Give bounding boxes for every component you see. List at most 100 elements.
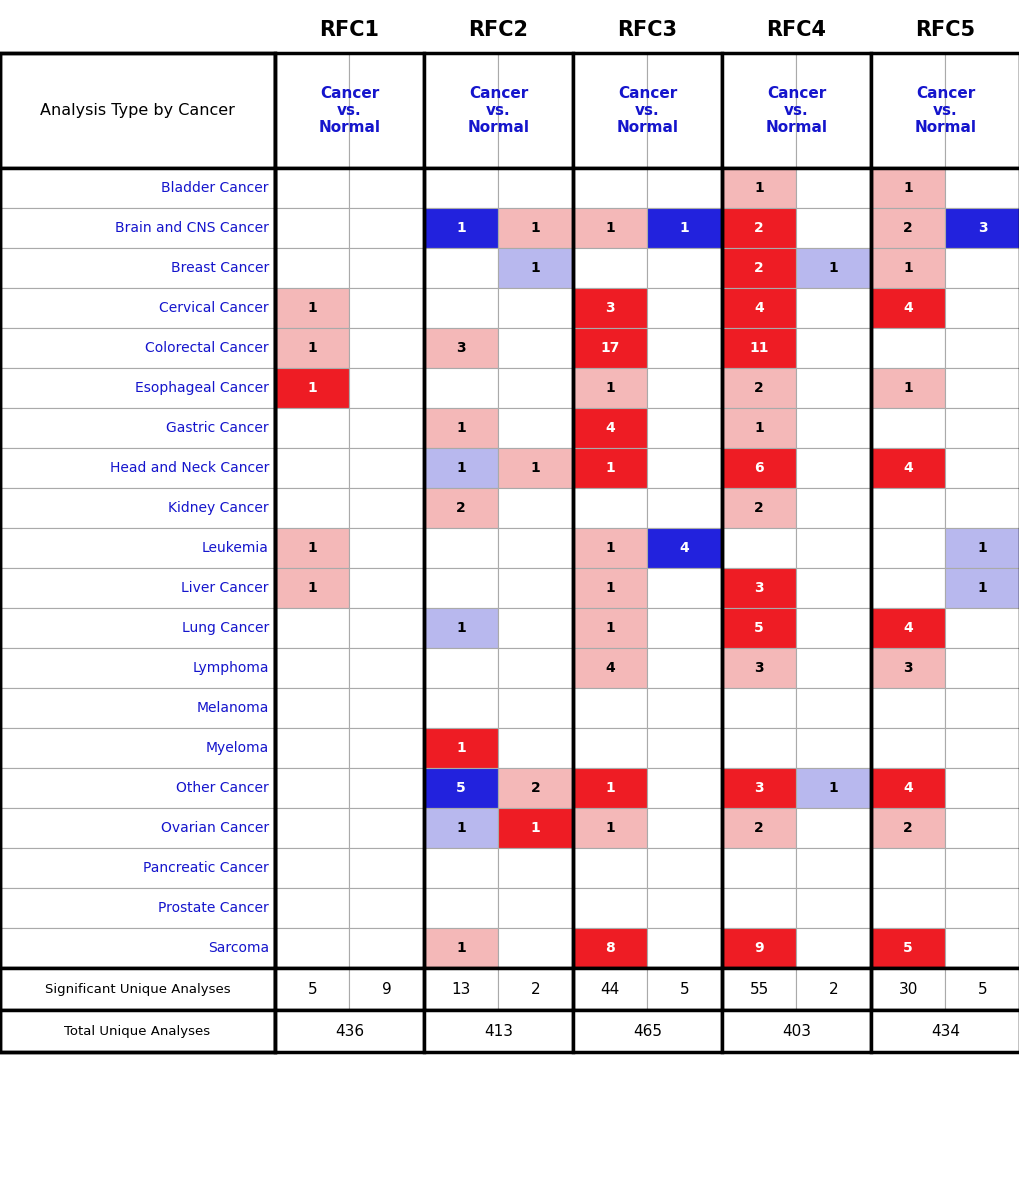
Bar: [945, 968, 1019, 1009]
Bar: [796, 928, 870, 968]
Bar: [350, 53, 424, 167]
Bar: [870, 808, 945, 848]
Text: 2: 2: [828, 982, 838, 996]
Bar: [424, 527, 498, 568]
Bar: [573, 887, 647, 928]
Bar: [573, 53, 647, 167]
Bar: [945, 568, 1019, 608]
Bar: [573, 968, 647, 1009]
Bar: [721, 488, 796, 527]
Bar: [796, 288, 870, 328]
Bar: [796, 408, 870, 448]
Bar: [275, 728, 350, 768]
Bar: [573, 368, 647, 408]
Bar: [945, 688, 1019, 728]
Bar: [498, 328, 573, 368]
Text: 5: 5: [903, 941, 912, 954]
Bar: [721, 968, 796, 1009]
Bar: [424, 448, 498, 488]
Text: 1: 1: [605, 781, 614, 795]
Bar: [796, 768, 870, 808]
Bar: [945, 448, 1019, 488]
Bar: [275, 408, 350, 448]
Text: RFC1: RFC1: [319, 20, 379, 41]
Bar: [796, 248, 870, 288]
Text: Sarcoma: Sarcoma: [208, 941, 269, 954]
Bar: [275, 53, 424, 167]
Bar: [573, 488, 647, 527]
Bar: [870, 527, 945, 568]
Bar: [870, 368, 945, 408]
Text: Lung Cancer: Lung Cancer: [181, 621, 269, 635]
Text: 2: 2: [455, 501, 466, 515]
Bar: [275, 808, 350, 848]
Bar: [721, 1009, 870, 1052]
Bar: [350, 488, 424, 527]
Bar: [350, 448, 424, 488]
Bar: [647, 768, 721, 808]
Bar: [498, 568, 573, 608]
Bar: [0, 167, 275, 968]
Bar: [0, 248, 275, 288]
Bar: [573, 608, 647, 648]
Bar: [350, 968, 424, 1009]
Bar: [424, 608, 498, 648]
Bar: [945, 53, 1019, 167]
Bar: [647, 887, 721, 928]
Bar: [945, 808, 1019, 848]
Text: 9: 9: [381, 982, 391, 996]
Bar: [647, 928, 721, 968]
Text: 436: 436: [334, 1024, 364, 1038]
Text: 4: 4: [680, 541, 689, 555]
Bar: [498, 448, 573, 488]
Bar: [350, 527, 424, 568]
Text: 4: 4: [903, 621, 912, 635]
Bar: [275, 887, 350, 928]
Bar: [945, 768, 1019, 808]
Bar: [721, 527, 796, 568]
Bar: [573, 768, 647, 808]
Bar: [721, 887, 796, 928]
Bar: [275, 768, 350, 808]
Bar: [945, 328, 1019, 368]
Bar: [350, 887, 424, 928]
Text: Breast Cancer: Breast Cancer: [170, 261, 269, 275]
Bar: [350, 648, 424, 688]
Bar: [498, 887, 573, 928]
Bar: [870, 968, 945, 1009]
Bar: [0, 408, 275, 448]
Text: 4: 4: [903, 460, 912, 475]
Bar: [424, 568, 498, 608]
Bar: [796, 848, 870, 887]
Bar: [573, 248, 647, 288]
Bar: [275, 53, 350, 167]
Text: 1: 1: [828, 261, 838, 275]
Bar: [498, 728, 573, 768]
Bar: [870, 928, 945, 968]
Text: 6: 6: [754, 460, 763, 475]
Bar: [350, 408, 424, 448]
Text: 1: 1: [530, 221, 540, 234]
Bar: [275, 968, 424, 1009]
Bar: [945, 368, 1019, 408]
Bar: [945, 887, 1019, 928]
Bar: [796, 328, 870, 368]
Text: Ovarian Cancer: Ovarian Cancer: [161, 820, 269, 835]
Text: 1: 1: [307, 301, 317, 315]
Bar: [0, 808, 275, 848]
Text: 2: 2: [754, 261, 763, 275]
Bar: [647, 488, 721, 527]
Bar: [275, 288, 350, 328]
Bar: [573, 928, 647, 968]
Text: 3: 3: [605, 301, 614, 315]
Text: 1: 1: [977, 581, 986, 594]
Text: 11: 11: [749, 341, 768, 355]
Bar: [424, 648, 498, 688]
Bar: [721, 53, 796, 167]
Text: 4: 4: [903, 301, 912, 315]
Text: 2: 2: [531, 982, 540, 996]
Text: RFC2: RFC2: [468, 20, 528, 41]
Bar: [721, 448, 796, 488]
Text: RFC5: RFC5: [914, 20, 974, 41]
Bar: [350, 928, 424, 968]
